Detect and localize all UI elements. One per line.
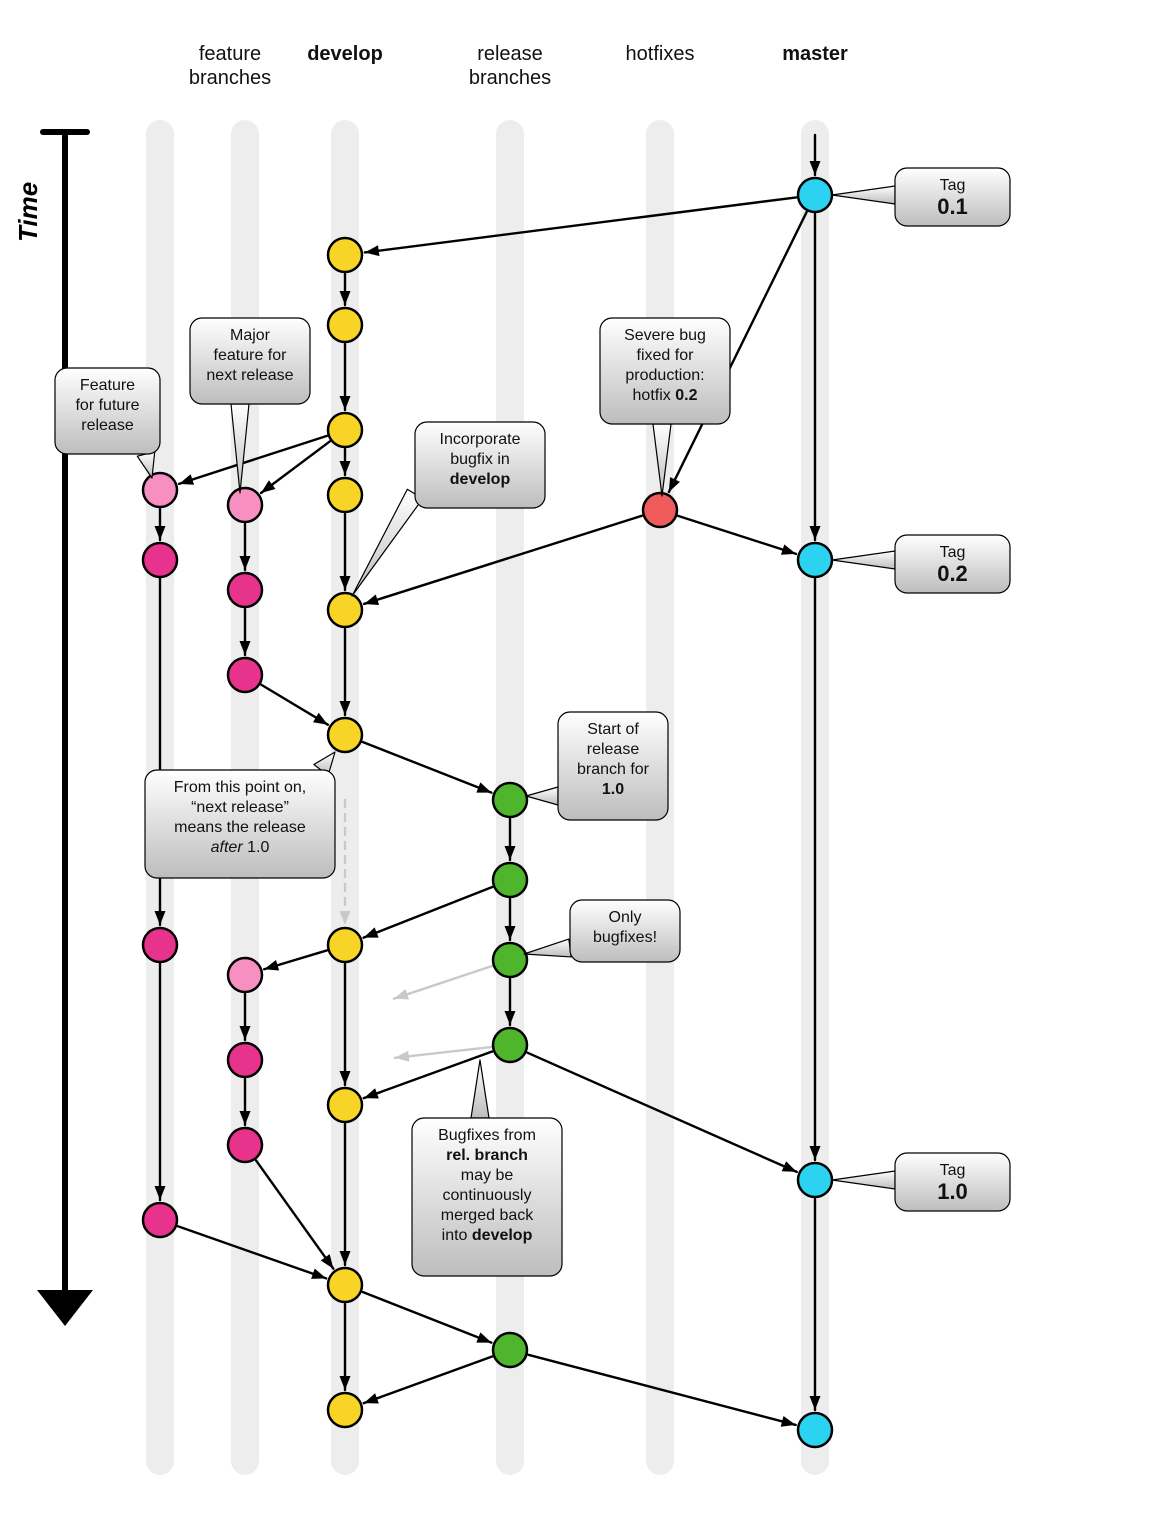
lane-label: releasebranches xyxy=(469,43,551,89)
commit-node xyxy=(228,573,262,607)
commit-node xyxy=(228,1128,262,1162)
lane-label: develop xyxy=(307,43,383,65)
callout-text: Featurefor futurerelease xyxy=(75,377,139,434)
commit-node xyxy=(228,658,262,692)
edge-arrowhead xyxy=(364,1088,379,1098)
callout-rel_merge_back: Bugfixes fromrel. branchmay becontinuous… xyxy=(412,1060,562,1276)
edge-arrowhead xyxy=(781,544,796,554)
tag-tag01: Tag0.1 xyxy=(832,168,1010,226)
tag-big: 0.2 xyxy=(937,561,968,586)
edge xyxy=(364,1051,492,1098)
tag-big: 1.0 xyxy=(937,1179,968,1204)
commit-node xyxy=(493,943,527,977)
callout-tail xyxy=(832,551,895,569)
commit-node xyxy=(143,928,177,962)
callout-tail xyxy=(524,939,571,957)
tag-big: 0.1 xyxy=(937,194,968,219)
time-label: Time xyxy=(13,182,43,242)
lane-label: hotfixes xyxy=(626,43,695,65)
callout-tail xyxy=(832,186,895,204)
callout-start_release: Start ofreleasebranch for1.0 xyxy=(526,712,668,820)
edge-arrowhead xyxy=(313,713,328,725)
commit-node xyxy=(328,718,362,752)
edge-arrowhead xyxy=(669,477,680,492)
edge-arrowhead xyxy=(394,989,409,999)
commit-node xyxy=(493,783,527,817)
commit-node xyxy=(328,1268,362,1302)
commit-node xyxy=(798,1413,832,1447)
tag-small: Tag xyxy=(940,1162,966,1179)
commit-node xyxy=(798,543,832,577)
commit-node xyxy=(328,1393,362,1427)
edge-arrowhead xyxy=(179,474,194,484)
edge-arrowhead xyxy=(365,245,380,256)
commit-node xyxy=(493,863,527,897)
edge xyxy=(363,742,492,793)
commit-node xyxy=(328,1088,362,1122)
edge-arrowhead xyxy=(395,1051,410,1062)
callout-tail xyxy=(352,489,423,596)
edge xyxy=(364,887,493,938)
edge-arrowhead xyxy=(782,1161,797,1172)
callout-tail xyxy=(832,1171,895,1189)
edge-arrowhead xyxy=(261,480,276,493)
edge-arrowhead xyxy=(364,927,379,937)
edge-arrowhead xyxy=(364,1393,379,1403)
callout-tail xyxy=(471,1060,489,1118)
callout-tail xyxy=(526,787,558,805)
lane-label: master xyxy=(782,43,848,65)
edge xyxy=(256,1160,333,1268)
commit-node xyxy=(143,1203,177,1237)
edge xyxy=(678,516,796,554)
edge-arrowhead xyxy=(476,1332,491,1342)
edge-arrowhead xyxy=(311,1269,326,1279)
callout-next_release: From this point on,“next release”means t… xyxy=(145,752,335,878)
edge-arrowhead xyxy=(476,782,491,792)
commit-node xyxy=(328,413,362,447)
edge xyxy=(364,1356,492,1403)
commit-node xyxy=(228,1043,262,1077)
commit-node xyxy=(328,238,362,272)
commit-node xyxy=(328,308,362,342)
commit-node xyxy=(643,493,677,527)
tag-tag02: Tag0.2 xyxy=(832,535,1010,593)
callout-text: Incorporatebugfix indevelop xyxy=(440,431,521,488)
commit-node xyxy=(328,478,362,512)
tag-tag10: Tag1.0 xyxy=(832,1153,1010,1211)
edge xyxy=(363,1292,492,1343)
callout-only_bugfixes: Onlybugfixes! xyxy=(524,900,680,962)
edge xyxy=(365,197,796,252)
commit-node xyxy=(798,178,832,212)
tag-small: Tag xyxy=(940,177,966,194)
edge-arrowhead xyxy=(264,960,279,971)
commit-node xyxy=(493,1028,527,1062)
commit-node xyxy=(228,958,262,992)
callout-severe_bug: Severe bugfixed forproduction:hotfix 0.2 xyxy=(600,318,730,496)
edge-arrowhead xyxy=(364,594,379,604)
commit-node xyxy=(328,928,362,962)
time-axis-head xyxy=(37,1290,93,1326)
tag-small: Tag xyxy=(940,544,966,561)
commit-node xyxy=(228,488,262,522)
edge xyxy=(394,966,492,999)
edge-arrowhead xyxy=(781,1416,796,1427)
commit-node xyxy=(798,1163,832,1197)
commit-node xyxy=(143,543,177,577)
lane-label: featurebranches xyxy=(189,43,271,89)
commit-node xyxy=(143,473,177,507)
callout-feature_future: Featurefor futurerelease xyxy=(55,368,160,478)
commit-node xyxy=(328,593,362,627)
commit-node xyxy=(493,1333,527,1367)
